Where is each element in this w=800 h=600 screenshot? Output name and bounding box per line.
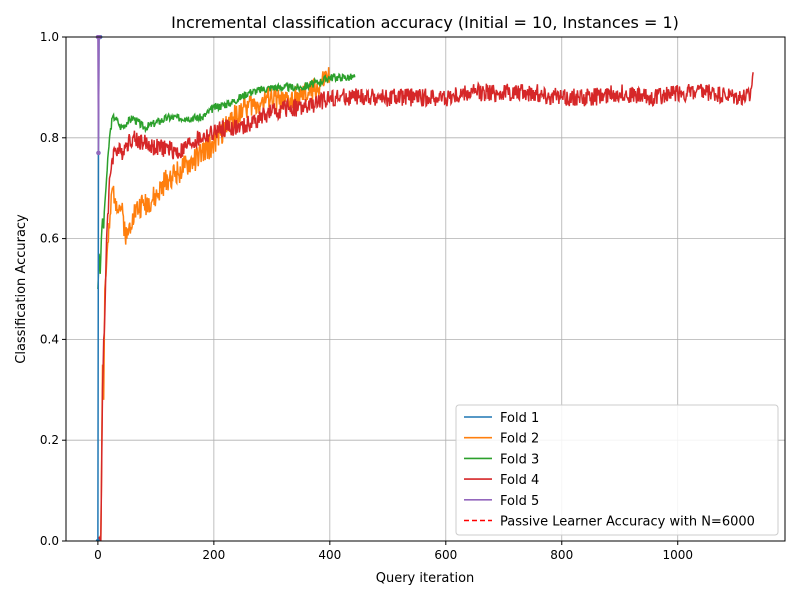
y-axis-label: Classification Accuracy: [14, 214, 29, 364]
chart-title: Incremental classification accuracy (Ini…: [171, 13, 679, 32]
legend: Fold 1 Fold 2 Fold 3 Fold 4 Fold 5 Passive Le…: [455, 404, 779, 536]
x-axis-label: Query iteration: [376, 571, 475, 586]
x-ticks: 0 200 400 600 800 1000: [94, 541, 693, 562]
legend-entry: Fold 5: [500, 494, 539, 509]
series-line-fold-4: [97, 72, 754, 541]
x-tick-label: 800: [550, 548, 573, 562]
x-tick-label: 1000: [662, 548, 693, 562]
legend-box: [455, 404, 779, 536]
y-tick-label: 0.4: [40, 332, 59, 346]
x-tick-label: 600: [434, 548, 457, 562]
y-ticks: 0.0 0.2 0.4 0.6 0.8 1.0: [40, 30, 66, 548]
plot-frame: [65, 36, 786, 542]
x-tick-label: 400: [318, 548, 341, 562]
data-point: [96, 150, 101, 156]
y-tick-label: 1.0: [40, 30, 59, 44]
series-line-fold-3: [97, 72, 356, 290]
legend-entry: Fold 1: [500, 411, 539, 426]
y-tick-label: 0.0: [40, 534, 59, 548]
series-line-fold-5: [97, 36, 100, 153]
series-line-fold-2: [97, 67, 331, 541]
x-tick-label: 0: [94, 548, 102, 562]
legend-entry: Fold 3: [500, 452, 539, 467]
y-tick-label: 0.2: [40, 433, 59, 447]
x-tick-label: 200: [202, 548, 225, 562]
legend-entry: Fold 4: [500, 473, 539, 488]
y-tick-label: 0.8: [40, 131, 59, 145]
legend-entry: Passive Learner Accuracy with N=6000: [500, 515, 755, 530]
y-tick-label: 0.6: [40, 232, 59, 246]
data-point: [95, 538, 101, 541]
legend-entry: Fold 2: [500, 432, 539, 447]
